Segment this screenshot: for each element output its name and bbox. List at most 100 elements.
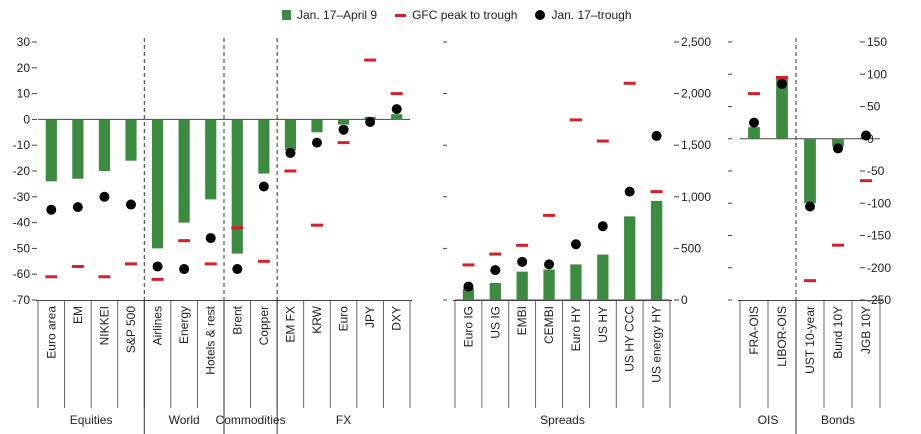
left-gfc-marker: [178, 239, 191, 243]
middle-bar: [570, 264, 582, 300]
right-trough-dot: [777, 78, 787, 89]
left-bar: [391, 114, 403, 120]
left-ytick-label: -50: [13, 241, 31, 255]
middle-trough-dot: [490, 265, 501, 276]
middle-gfc-marker: [489, 252, 502, 256]
middle-gfc-marker: [596, 139, 609, 143]
left-ytick-label: 0: [23, 112, 30, 126]
legend-bar-label: Jan. 17–April 9: [297, 8, 378, 22]
right-group-label: OIS: [758, 413, 779, 427]
left-category-label: JPY: [363, 306, 377, 328]
left-category-label: NIKKEI: [97, 306, 111, 345]
left-bar: [284, 119, 297, 151]
legend-dash-swatch: [395, 13, 407, 17]
left-category-label: DXY: [390, 306, 404, 331]
left-bar: [205, 119, 217, 200]
right-category-label: UST 10-year: [803, 306, 817, 374]
left-bar: [178, 119, 190, 223]
middle-trough-dot: [463, 281, 474, 292]
right-group-label: Bonds: [821, 413, 855, 427]
left-gfc-marker: [257, 259, 270, 263]
left-category-label: KRW: [310, 305, 324, 333]
left-trough-dot: [232, 264, 243, 275]
left-group-label: FX: [336, 413, 351, 427]
middle-ytick-label: 500: [681, 241, 701, 255]
middle-gfc-marker: [462, 263, 475, 267]
left-bar: [72, 119, 84, 179]
left-trough-dot: [391, 104, 402, 115]
left-gfc-marker: [71, 264, 84, 268]
left-category-label: Euro area: [44, 306, 58, 359]
left-ytick-label: -30: [13, 190, 31, 204]
middle-group-label: Spreads: [540, 413, 585, 427]
middle-bar: [543, 269, 555, 300]
left-gfc-marker: [151, 277, 164, 281]
left-trough-dot: [99, 191, 110, 202]
left-ytick-label: -60: [13, 267, 31, 281]
middle-ytick-label: 0: [681, 293, 688, 307]
legend-dash-label: GFC peak to trough: [412, 8, 518, 22]
middle-bar: [597, 254, 609, 300]
left-gfc-marker: [337, 141, 350, 145]
middle-ytick-label: 1,000: [681, 190, 711, 204]
left-gfc-marker: [284, 169, 297, 173]
left-ytick-label: 10: [17, 87, 31, 101]
middle-category-label: Euro IG: [461, 306, 475, 347]
left-ytick-label: -10: [13, 138, 31, 152]
left-ytick-label: 30: [17, 35, 31, 49]
right-category-label: LIBOR-OIS: [775, 306, 789, 367]
right-gfc-marker: [860, 179, 872, 183]
left-category-label: S&P 500: [124, 306, 138, 353]
right-ytick-label: -150: [867, 229, 891, 243]
left-trough-dot: [152, 261, 163, 272]
middle-trough-dot: [570, 239, 581, 250]
right-trough-dot: [805, 201, 815, 212]
middle-ytick-label: 1,500: [681, 138, 711, 152]
middle-gfc-marker: [516, 243, 529, 247]
left-bar: [45, 119, 57, 182]
middle-bar: [650, 200, 663, 300]
middle-trough-dot: [597, 221, 608, 232]
middle-ytick-label: 2,000: [681, 87, 711, 101]
legend-dot-swatch: [535, 10, 546, 20]
left-trough-dot: [338, 124, 349, 135]
left-category-label: EM: [71, 306, 85, 324]
left-gfc-marker: [204, 262, 217, 266]
right-gfc-marker: [804, 279, 816, 283]
right-bar: [776, 77, 788, 139]
middle-bar: [516, 271, 528, 300]
right-gfc-marker: [748, 92, 760, 96]
left-ytick-label: -20: [13, 164, 31, 178]
left-bar: [311, 119, 323, 133]
middle-category-label: CEMBI: [542, 306, 556, 344]
left-bar: [337, 119, 350, 125]
right-trough-dot: [749, 117, 759, 128]
left-gfc-marker: [364, 58, 377, 62]
right-category-label: FRA-OIS: [747, 306, 761, 355]
left-category-label: Brent: [230, 305, 244, 334]
right-bar: [832, 138, 844, 147]
left-gfc-marker: [45, 275, 58, 279]
left-gfc-marker: [231, 226, 244, 230]
right-trough-dot: [833, 143, 843, 154]
legend-item-bar: Jan. 17–April 9: [282, 8, 377, 22]
left-category-label: Airlines: [151, 306, 165, 345]
middle-gfc-marker: [569, 118, 582, 122]
left-ytick-label: -40: [13, 216, 31, 230]
middle-gfc-marker: [623, 81, 636, 85]
legend-bar-swatch: [282, 10, 291, 20]
left-ytick-label: -70: [13, 293, 31, 307]
legend-item-dot: Jan. 17–trough: [535, 8, 632, 22]
middle-trough-dot: [624, 186, 635, 197]
middle-trough-dot: [517, 256, 528, 267]
middle-trough-dot: [544, 259, 555, 270]
left-bar: [98, 119, 111, 171]
left-gfc-marker: [311, 223, 323, 227]
right-bar: [748, 127, 760, 139]
left-trough-dot: [46, 204, 57, 215]
legend: Jan. 17–April 9 GFC peak to trough Jan. …: [282, 8, 632, 22]
left-group-label: Commodities: [216, 413, 286, 427]
right-ytick-label: -100: [867, 196, 891, 210]
left-trough-dot: [126, 199, 136, 210]
middle-category-label: US HY CCC: [623, 306, 637, 372]
